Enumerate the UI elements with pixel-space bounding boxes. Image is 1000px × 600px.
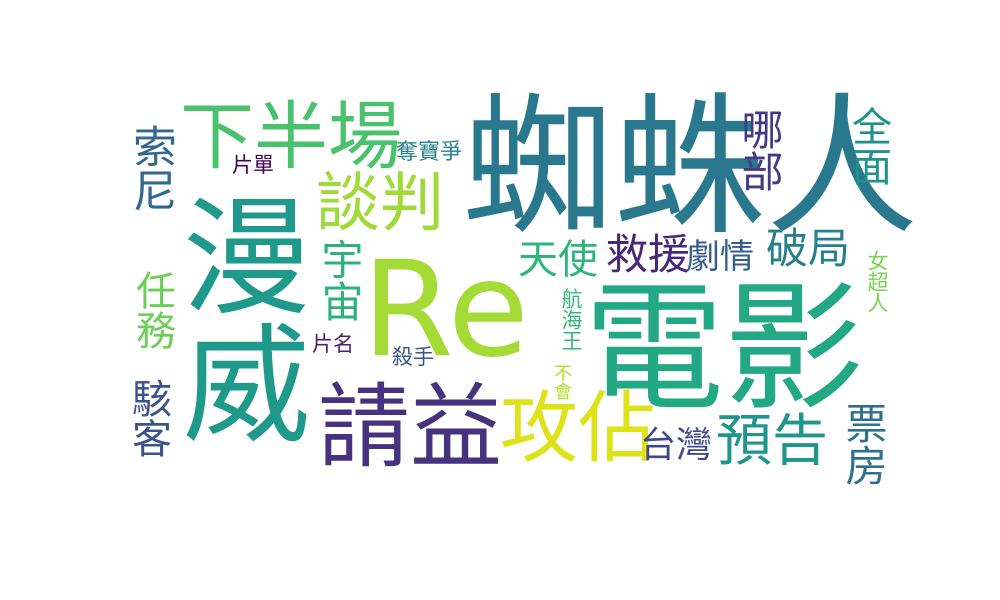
word-angel: 天使 [518,237,598,283]
word-marvel: 漫威 [160,190,309,446]
word-plot: 劇情 [686,237,754,277]
word-which: 哪部 [735,108,784,192]
word-occupy: 攻佔 [500,384,657,474]
word-question: 請益 [318,374,503,481]
word-onepiece: 航海王 [559,288,583,351]
word-treasure: 奪寶爭 [396,140,463,165]
word-hacker: 駭客 [125,378,171,458]
word-breakdown: 破局 [766,224,851,273]
word-boxoffice: 票房 [839,402,888,486]
word-negotiation: 談判 [316,167,444,241]
word-list: 片單 [232,153,274,177]
word-spiderman: 蜘蛛人 [462,79,918,256]
word-movie: 電影 [584,268,865,431]
word-taiwan: 台灣 [640,425,713,466]
word-killer: 殺手 [392,345,434,369]
word-sony: 索尼 [125,124,176,212]
word-mission: 任務 [129,270,175,350]
word-re: Re [362,233,529,387]
word-trailer: 預告 [716,409,828,474]
word-title: 片名 [312,332,354,356]
word-wont: 不會 [551,364,572,400]
word-wonderwoman: 女超人 [865,250,889,313]
word-universe: 宇宙 [315,238,364,322]
word-complete: 全面 [845,106,891,186]
word-rescue: 救援 [606,230,691,279]
word-second-half: 下半場 [180,94,402,180]
